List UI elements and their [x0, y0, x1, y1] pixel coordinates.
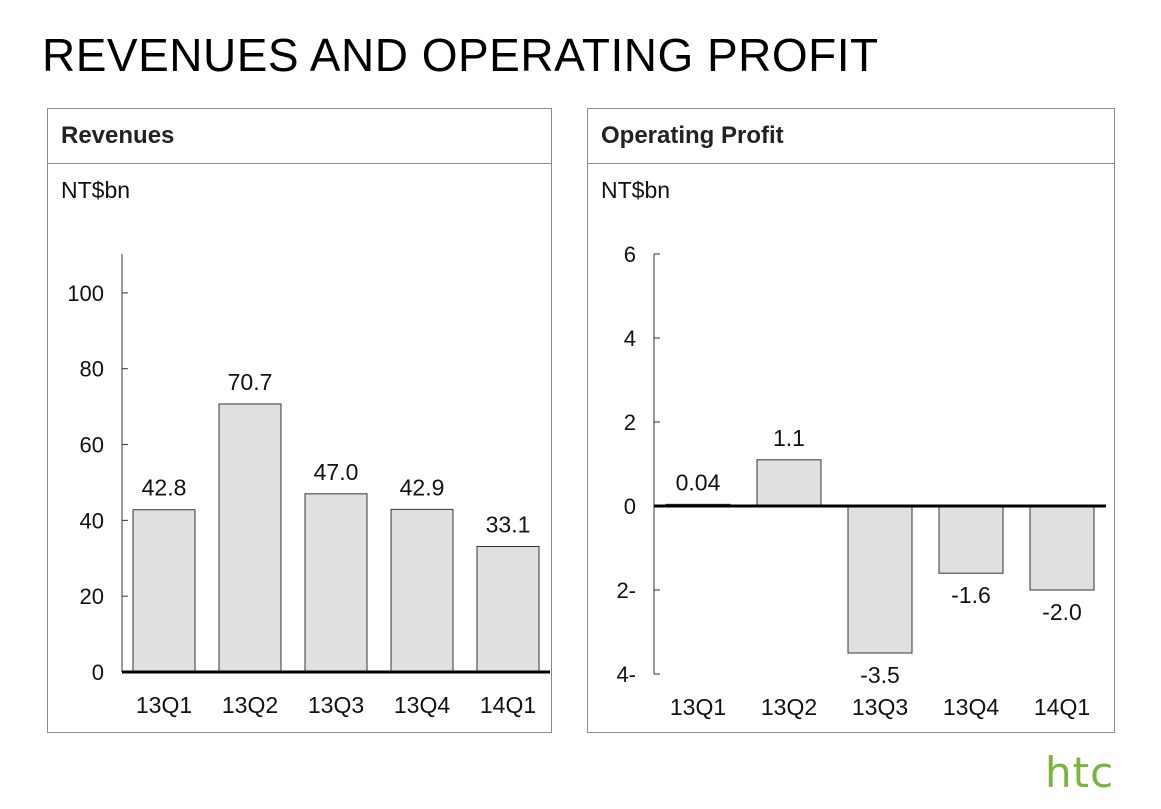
operating-profit-x-tick-label: 13Q2	[761, 694, 817, 720]
operating-profit-x-tick-label: 13Q3	[852, 694, 908, 720]
revenues-bar	[132, 509, 196, 673]
operating-profit-bar	[847, 505, 913, 654]
revenues-y-tick-label: 0	[92, 660, 104, 685]
revenues-x-tick-label: 13Q4	[394, 692, 450, 718]
operating-profit-y-tick-label: 6	[624, 242, 636, 267]
operating-profit-data-label: 1.1	[773, 425, 805, 451]
revenues-bar	[476, 546, 540, 673]
operating-profit-bar	[1029, 505, 1095, 591]
operating-profit-data-label: -3.5	[860, 662, 900, 688]
revenues-y-tick-label: 80	[80, 357, 104, 382]
revenues-panel-title: Revenues	[61, 122, 175, 149]
revenues-y-tick-label: 60	[80, 433, 104, 458]
revenues-data-label: 33.1	[486, 512, 531, 538]
operating-profit-data-label: -1.6	[951, 582, 991, 608]
operating-profit-y-tick-label: 4-	[616, 662, 636, 687]
operating-profit-x-tick-label: 14Q1	[1034, 694, 1090, 720]
revenues-bar	[390, 508, 454, 673]
revenues-data-label: 42.8	[142, 475, 187, 501]
htc-logo: htc	[1045, 748, 1115, 797]
operating-profit-y-tick-label: 0	[624, 494, 636, 519]
revenues-unit-label: NT$bn	[61, 177, 131, 203]
revenues-y-tick-label: 20	[80, 584, 104, 609]
operating-profit-y-tick-label: 4	[624, 326, 636, 351]
revenues-x-tick-label: 14Q1	[480, 692, 536, 718]
operating-profit-x-tick-label: 13Q4	[943, 694, 999, 720]
page-title: REVENUES AND OPERATING PROFIT	[42, 29, 879, 81]
operating-profit-panel: Operating Profit NT$bn 6 4 2 0 2- 4- 0.04 13Q1 1…	[587, 108, 1115, 733]
operating-profit-data-label: 0.04	[676, 469, 721, 495]
revenues-x-tick-label: 13Q2	[222, 692, 278, 718]
operating-profit-x-tick-label: 13Q1	[670, 694, 726, 720]
revenues-data-label: 70.7	[228, 369, 273, 395]
revenues-bar	[218, 403, 282, 673]
revenues-bar	[304, 493, 368, 673]
operating-profit-panel-header: Operating Profit	[588, 109, 1114, 164]
revenues-x-tick-label: 13Q1	[136, 692, 192, 718]
revenues-y-tick-label: 100	[67, 281, 104, 306]
revenues-data-label: 42.9	[400, 474, 445, 500]
operating-profit-bar	[938, 505, 1004, 574]
revenues-panel-header: Revenues	[48, 109, 551, 164]
operating-profit-data-label: -2.0	[1042, 599, 1082, 625]
revenues-data-label: 47.0	[314, 459, 359, 485]
revenues-bar-chart: 0 20 40 60 80 100 42.8 13Q1 70.7 13Q2 47.0 13Q3 42.9…	[67, 254, 550, 718]
operating-profit-y-tick-label: 2	[624, 410, 636, 435]
operating-profit-unit-label: NT$bn	[601, 177, 671, 203]
revenues-y-tick-label: 40	[80, 508, 104, 533]
operating-profit-bar	[756, 459, 822, 507]
operating-profit-y-tick-label: 2-	[616, 578, 636, 603]
operating-profit-panel-title: Operating Profit	[601, 122, 784, 149]
revenues-x-tick-label: 13Q3	[308, 692, 364, 718]
revenues-panel: Revenues NT$bn 0 20 40 60 80 100 42.8 13Q1 70.7 1…	[47, 108, 552, 733]
operating-profit-bar-chart: 6 4 2 0 2- 4- 0.04 13Q1 1.1 13Q2 -3.5 13Q3 -1.6 13Q4 -…	[616, 242, 1106, 720]
